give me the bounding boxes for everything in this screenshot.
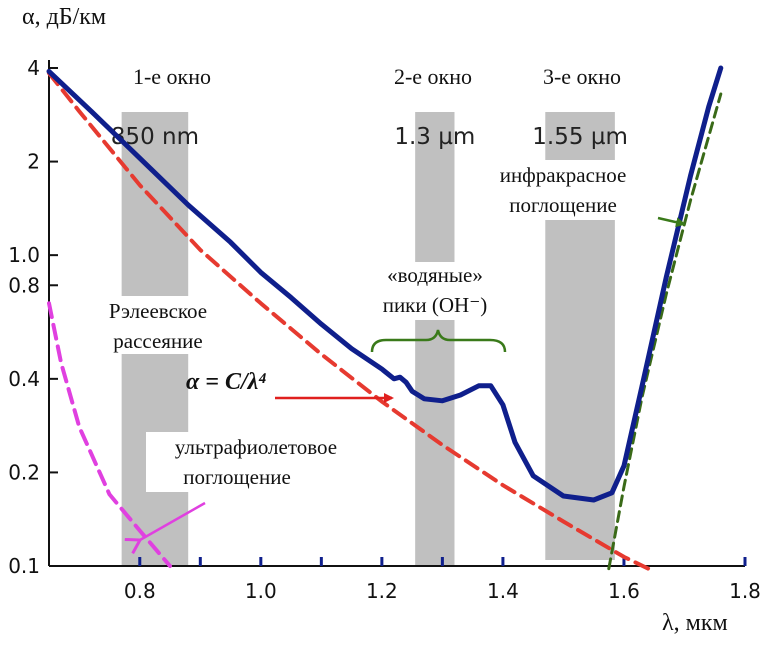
y-ticks: 4 2 1.0 0.8 0.4 0.2 0.1	[8, 56, 58, 578]
uv-label-line2: поглощение	[183, 465, 291, 489]
uv-label-bg	[146, 432, 368, 492]
water-label-line2: пики (OH⁻)	[383, 293, 488, 317]
ir-label-line1: инфракрасное	[500, 163, 627, 187]
x-tick-label: 1.0	[245, 579, 277, 603]
water-peaks-brace	[370, 329, 507, 353]
uv-label-line1: ультрафиолетовое	[175, 435, 337, 459]
x-tick-label: 1.4	[487, 579, 519, 603]
attenuation-curve	[46, 65, 724, 503]
band-label-3: 1.55 µm	[532, 124, 628, 150]
y-tick-label: 0.2	[8, 460, 40, 484]
x-tick-label: 1.2	[366, 579, 398, 603]
rayleigh-label-line2: рассеяние	[113, 329, 203, 353]
y-axis-label: α, дБ/км	[22, 4, 106, 30]
rayleigh-curve	[47, 71, 657, 574]
y-tick-label: 1.0	[8, 243, 40, 267]
x-axis-label: λ, мкм	[662, 610, 728, 636]
x-ticks: 0.8 1.0 1.2 1.4 1.6 1.8	[124, 557, 761, 603]
y-tick-label: 0.4	[8, 367, 40, 391]
y-tick-label: 0.8	[8, 273, 40, 297]
ir-label-bg	[482, 160, 644, 220]
water-label-line1: «водяные»	[387, 263, 483, 287]
water-label-bg	[364, 262, 504, 320]
window-3-label: 3-е окно	[543, 64, 621, 89]
window-1-label: 1-е окно	[133, 64, 211, 89]
formula-label: α = C/λ⁴	[186, 369, 267, 395]
uv-arrow	[140, 501, 206, 540]
y-tick-label: 4	[27, 56, 40, 80]
ir-curve	[607, 92, 723, 571]
ir-label-line2: поглощение	[509, 193, 617, 217]
x-tick-label: 1.8	[729, 579, 761, 603]
x-tick-label: 1.6	[608, 579, 640, 603]
x-tick-label: 0.8	[124, 579, 156, 603]
y-tick-label: 2	[27, 150, 40, 174]
rayleigh-label-bg	[90, 296, 225, 354]
band-label-2: 1.3 µm	[394, 124, 475, 150]
rayleigh-label-line1: Рэлеевское	[109, 299, 207, 323]
y-tick-label: 0.1	[8, 554, 40, 578]
window-2-label: 2-е окно	[394, 64, 472, 89]
ir-arrow	[657, 216, 686, 228]
